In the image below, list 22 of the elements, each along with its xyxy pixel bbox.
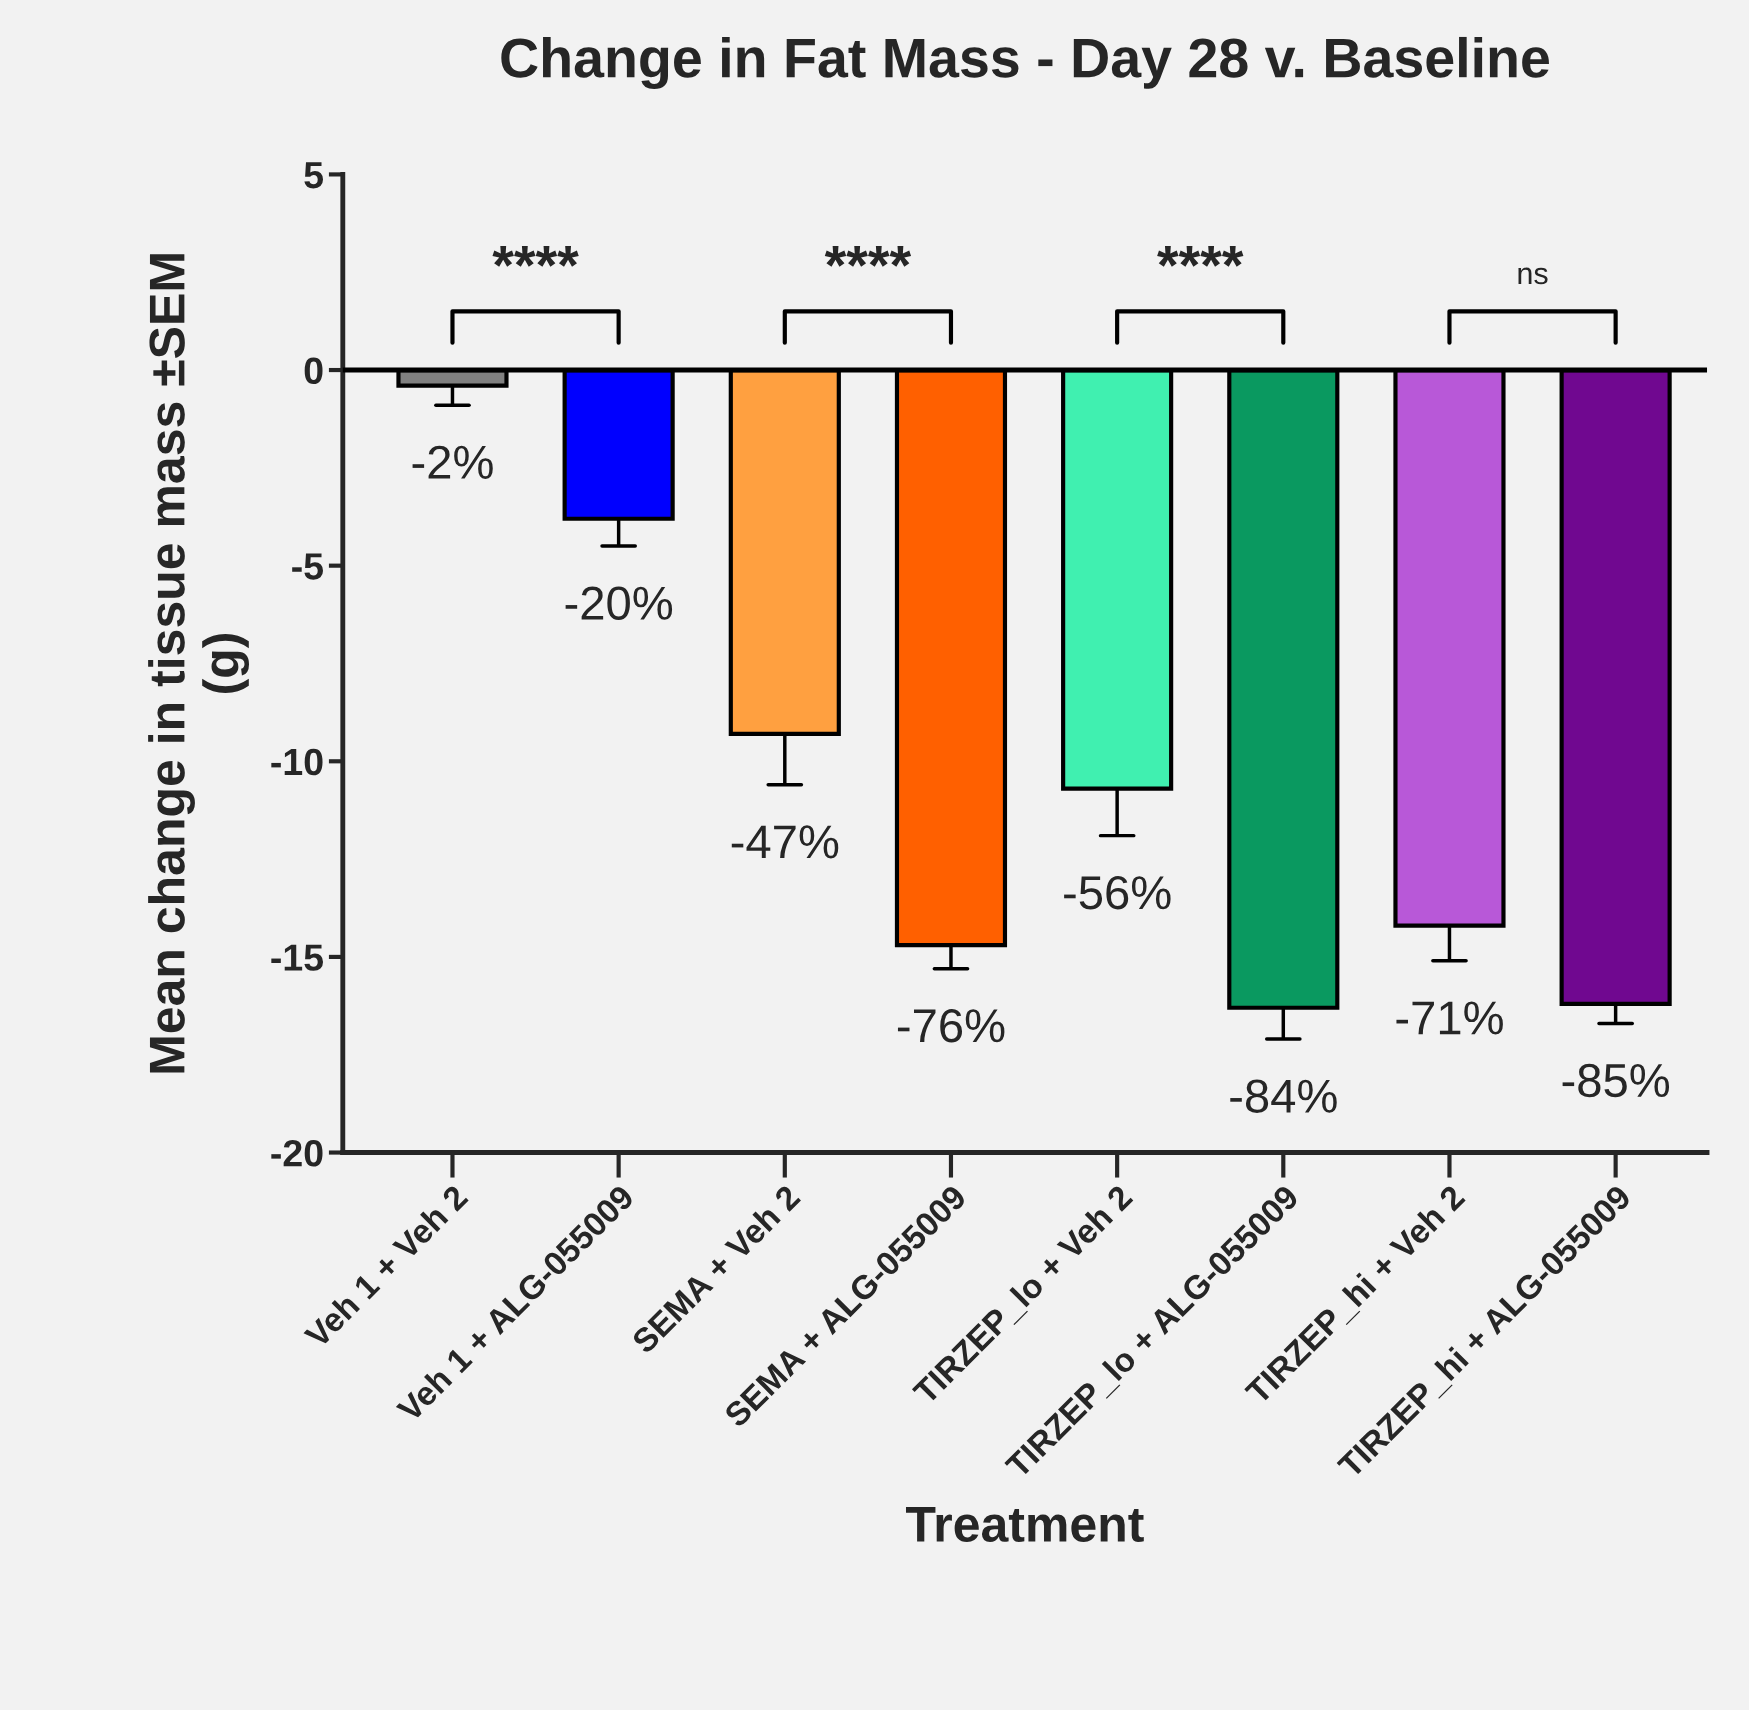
y-tick-label: 0 [304, 357, 323, 384]
annotation: -71% [1396, 1001, 1503, 1035]
annotation: ns [1518, 267, 1548, 285]
x-tick-label: Veh 1 + Veh 2 [302, 1183, 469, 1350]
annotation: -47% [731, 825, 839, 859]
annotation: **** [1157, 245, 1244, 267]
annotation: -2% [412, 445, 493, 479]
annotation: -20% [565, 586, 673, 620]
annotation: **** [824, 245, 912, 267]
y-tick-label: -10 [271, 748, 323, 776]
chart-title: Change in Fat Mass - Day 28 v. Baseline [501, 36, 1549, 89]
y-axis-title: Mean change in tissue mass ±SEM (g) [148, 254, 250, 1073]
y-tick-label: -15 [271, 944, 324, 971]
y-tick-label: -5 [292, 553, 324, 580]
annotation: -56% [1064, 876, 1171, 910]
x-axis-title: Treatment [906, 1507, 1144, 1543]
annotation: -85% [1562, 1063, 1670, 1098]
annotation: -76% [897, 1009, 1005, 1043]
y-tick-label: 5 [304, 162, 324, 189]
annotation: **** [492, 245, 579, 267]
annotation: -84% [1230, 1079, 1337, 1113]
y-tick-label: -20 [271, 1139, 323, 1167]
